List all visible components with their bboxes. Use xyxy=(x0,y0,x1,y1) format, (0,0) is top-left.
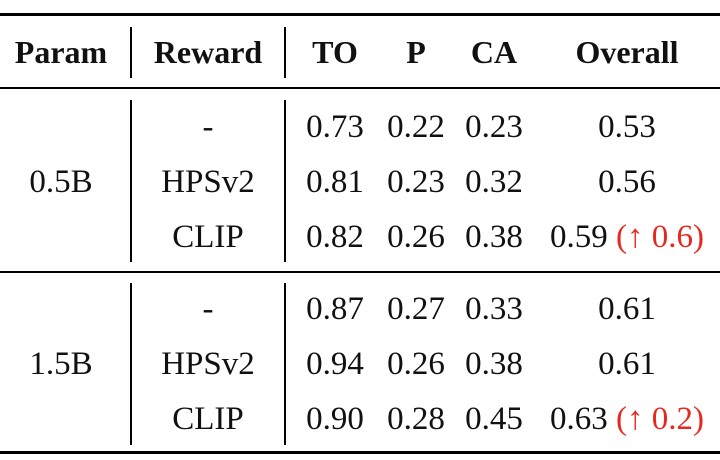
overall-value: 0.63 xyxy=(550,401,608,437)
to-cell: 0.87 xyxy=(306,291,364,327)
overall-value: 0.59 xyxy=(550,219,608,255)
reward-cell: HPSv2 xyxy=(161,164,255,200)
ca-cell: 0.45 xyxy=(465,401,523,437)
to-cell: 0.81 xyxy=(306,164,364,200)
header-rule xyxy=(0,87,720,89)
header-reward: Reward xyxy=(153,34,263,70)
bottom-rule xyxy=(0,451,720,454)
improvement-delta: (↑ 0.6) xyxy=(616,219,704,255)
header-ca: CA xyxy=(470,34,518,70)
overall-value: 0.61 xyxy=(598,291,656,327)
p-cell: 0.28 xyxy=(387,401,445,437)
ca-cell: 0.23 xyxy=(465,109,523,145)
reward-cell: - xyxy=(202,109,214,145)
p-cell: 0.27 xyxy=(387,291,445,327)
header-divider-reward xyxy=(284,27,286,78)
group1-divider-reward xyxy=(284,100,286,262)
group1-divider-param xyxy=(130,100,132,262)
p-cell: 0.26 xyxy=(387,346,445,382)
p-cell: 0.26 xyxy=(387,219,445,255)
group2-divider-reward xyxy=(284,283,286,445)
ca-cell: 0.38 xyxy=(465,219,523,255)
p-cell: 0.22 xyxy=(387,109,445,145)
reward-cell: - xyxy=(202,291,214,327)
overall-cell: 0.61 xyxy=(534,342,720,386)
overall-value: 0.53 xyxy=(598,109,656,145)
group2-divider-param xyxy=(130,283,132,445)
top-rule xyxy=(0,13,720,16)
header-p: P xyxy=(406,34,426,70)
ca-cell: 0.32 xyxy=(465,164,523,200)
reward-cell: HPSv2 xyxy=(161,346,255,382)
ca-cell: 0.33 xyxy=(465,291,523,327)
to-cell: 0.82 xyxy=(306,219,364,255)
header-to: TO xyxy=(312,34,358,70)
overall-cell: 0.59 (↑ 0.6) xyxy=(534,215,720,259)
reward-cell: CLIP xyxy=(172,401,244,437)
overall-value: 0.56 xyxy=(598,164,656,200)
ca-cell: 0.38 xyxy=(465,346,523,382)
param-label: 0.5B xyxy=(29,164,93,200)
to-cell: 0.94 xyxy=(306,346,364,382)
overall-cell: 0.53 xyxy=(534,105,720,149)
overall-cell: 0.63 (↑ 0.2) xyxy=(534,397,720,441)
header-overall: Overall xyxy=(575,34,679,70)
overall-value: 0.61 xyxy=(598,346,656,382)
to-cell: 0.73 xyxy=(306,109,364,145)
p-cell: 0.23 xyxy=(387,164,445,200)
header-param: Param xyxy=(14,34,108,70)
header-divider-param xyxy=(130,27,132,78)
improvement-delta: (↑ 0.2) xyxy=(616,401,704,437)
param-label: 1.5B xyxy=(29,346,93,382)
reward-cell: CLIP xyxy=(172,219,244,255)
overall-cell: 0.61 xyxy=(534,287,720,331)
to-cell: 0.90 xyxy=(306,401,364,437)
group-separator-rule xyxy=(0,271,720,273)
overall-cell: 0.56 xyxy=(534,160,720,204)
